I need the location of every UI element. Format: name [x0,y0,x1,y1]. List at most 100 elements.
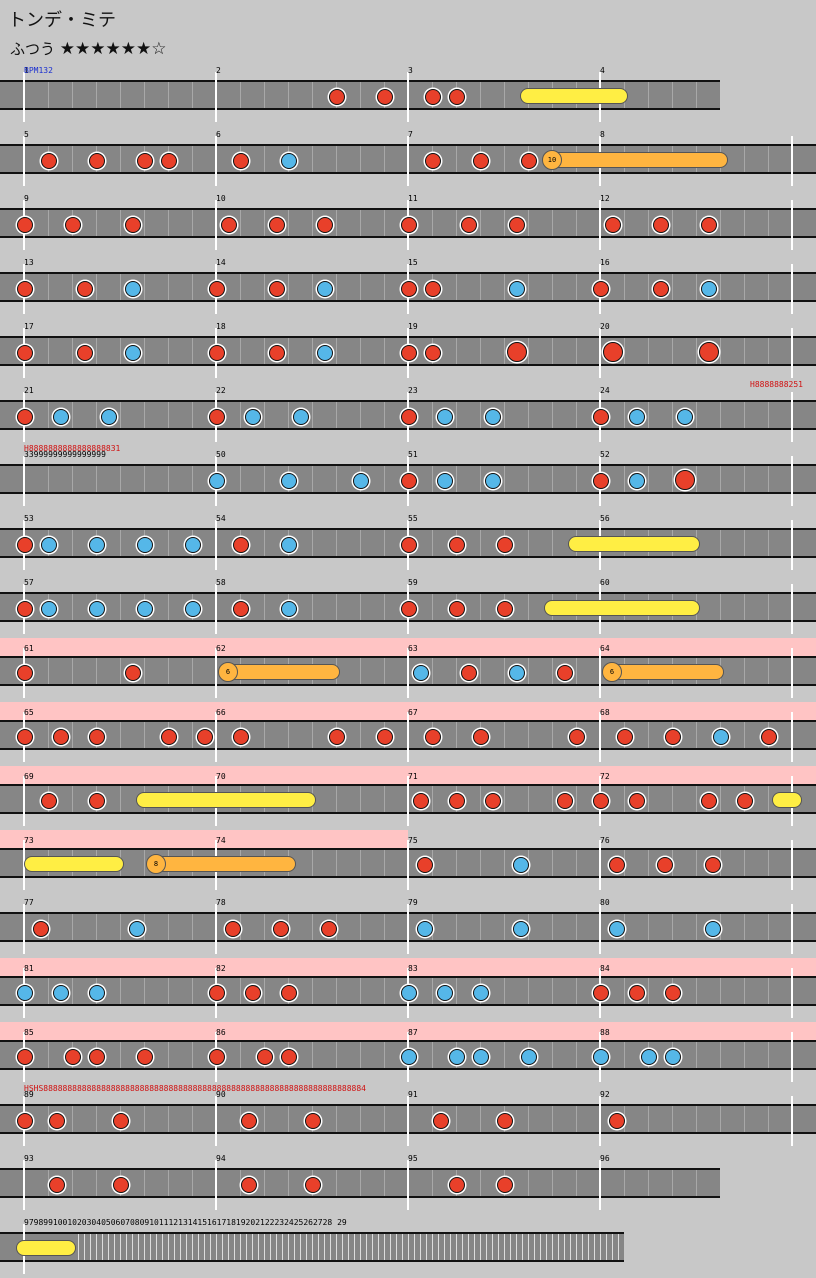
beat-line [768,402,769,428]
beat-line [264,1170,265,1196]
don-note [593,793,609,809]
ka-note [509,281,525,297]
measure-row: 9798991001020304050607080910111213141516… [0,1214,816,1278]
balloon-note [604,664,724,680]
beat-line [72,786,73,812]
ka-note [137,601,153,617]
beat-line [120,1042,121,1068]
measure-number: 81 [24,964,34,973]
beat-line [648,338,649,364]
beat-line [264,210,265,236]
beat-line [240,82,241,108]
ka-note [665,1049,681,1065]
don-note [401,537,417,553]
beat-line [336,146,337,172]
beat-line [672,82,673,108]
beat-line [348,1234,349,1260]
beat-line [132,1234,133,1260]
measure-number: 11 [408,194,418,203]
don-note [497,1177,513,1193]
beat-line [120,914,121,940]
ka-note [17,985,33,1001]
beat-line [48,338,49,364]
measure-number: 8 [600,130,605,139]
don-note [557,793,573,809]
beat-line [504,274,505,300]
beat-line [480,914,481,940]
beat-line [384,466,385,492]
beat-line [576,210,577,236]
measure-number: 74 [216,836,226,845]
beat-line [288,82,289,108]
beat-line [258,1234,259,1260]
bar-line [23,904,25,954]
beat-line [72,402,73,428]
beat-line [384,210,385,236]
beat-line [426,1234,427,1260]
drumroll-note [568,536,700,552]
don-note [653,217,669,233]
ka-note [89,537,105,553]
note-lane: 10 [0,136,816,186]
measure-number: 66 [216,708,226,717]
don-note [425,345,441,361]
beat-line [600,1234,601,1260]
measure-row: 53 54 55 56 [0,510,816,574]
don-note [273,921,289,937]
measure-number: 12 [600,194,610,203]
beat-line [312,722,313,748]
beat-line [72,146,73,172]
measure-number: 85 [24,1028,34,1037]
note-lane [0,520,816,570]
beat-line [264,1234,265,1260]
beat-line [120,210,121,236]
beat-line [228,1234,229,1260]
don-note [657,857,673,873]
beat-line [594,1234,595,1260]
beat-line [432,402,433,428]
beat-line [528,274,529,300]
don-note [161,729,177,745]
beat-line [480,1234,481,1260]
don-note [473,153,489,169]
beat-line [120,658,121,684]
beat-line [444,1234,445,1260]
measure-number: 23 [408,386,418,395]
don-note [33,921,49,937]
beat-line [264,978,265,1004]
bar-line [599,840,601,890]
beat-line [120,146,121,172]
ka-note [513,857,529,873]
don-note [209,985,225,1001]
beat-line [96,658,97,684]
don-note [593,985,609,1001]
beat-line [288,210,289,236]
beat-line [336,786,337,812]
bar-line [215,72,217,122]
bar-line [215,1096,217,1146]
beat-line [624,1042,625,1068]
beat-line [504,914,505,940]
beat-line [96,82,97,108]
beat-line [456,402,457,428]
beat-line [72,1170,73,1196]
don-note [269,281,285,297]
bar-line [407,72,409,122]
beat-line [144,1170,145,1196]
measure-number: 10 [216,194,226,203]
bar-line [791,456,793,506]
beat-line [192,82,193,108]
measure-number: 13 [24,258,34,267]
beat-line [624,402,625,428]
beat-line [354,1234,355,1260]
beat-line [606,1234,607,1260]
don-note [17,537,33,553]
don-note [629,985,645,1001]
beat-line [168,82,169,108]
beat-line [264,146,265,172]
beat-line [384,658,385,684]
gogo-time-band [0,830,408,850]
beat-line [720,786,721,812]
beat-line [768,466,769,492]
bar-line [791,904,793,954]
